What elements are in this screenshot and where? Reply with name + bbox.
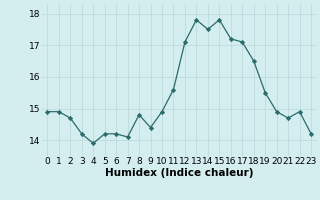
X-axis label: Humidex (Indice chaleur): Humidex (Indice chaleur) [105, 168, 253, 178]
